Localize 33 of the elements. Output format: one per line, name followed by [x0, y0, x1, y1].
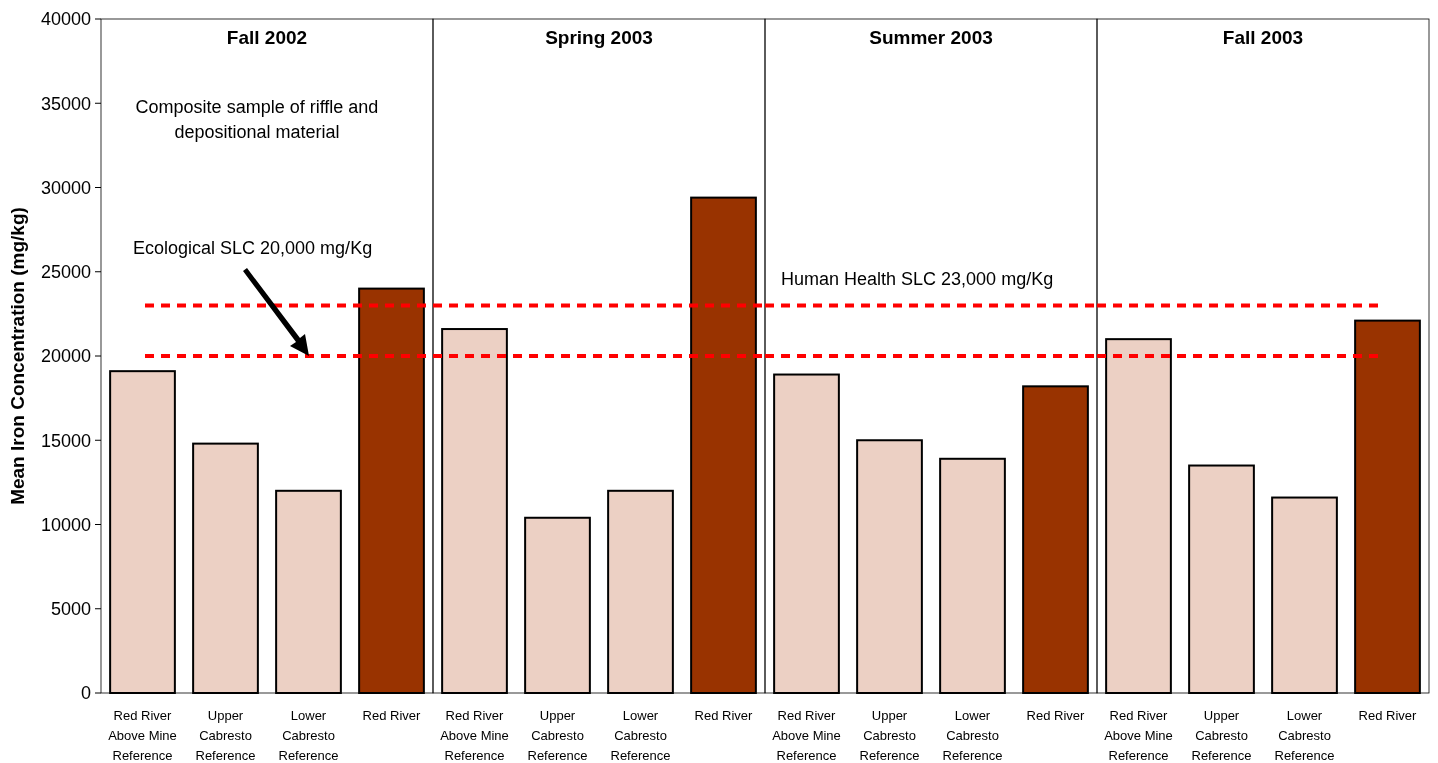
ref-line-label: Human Health SLC 23,000 mg/Kg [781, 269, 1054, 290]
x-tick-label: Red River [694, 708, 754, 723]
x-tick-label: Upper Cabresto Reference [195, 708, 256, 763]
chart-title: Spring 2003 [545, 27, 653, 48]
x-tick-label: Red River Above Mine Reference [440, 708, 509, 763]
y-tick-label: 10000 [40, 514, 91, 535]
x-tick-label: Red River [362, 708, 422, 723]
y-tick-label: 20000 [40, 346, 91, 367]
x-tick-label: Upper Cabresto Reference [859, 708, 920, 763]
x-tick-label: Red River Above Mine Reference [1104, 708, 1173, 763]
x-tick-label: Lower Cabresto Reference [610, 708, 671, 763]
x-tick-label: Upper Cabresto Reference [527, 708, 588, 763]
x-tick-label: Red River Above Mine Reference [772, 708, 841, 763]
annotation: Ecological SLC 20,000 mg/Kg [133, 238, 373, 258]
y-tick-label: 25000 [40, 262, 91, 283]
x-tick-label: Red River [1358, 708, 1418, 723]
x-tick-label: Lower Cabresto Reference [1274, 708, 1335, 763]
y-tick-label: 35000 [40, 93, 91, 114]
y-tick-label: 0 [80, 683, 91, 704]
y-tick-label: 15000 [40, 430, 91, 451]
x-tick-label: Upper Cabresto Reference [1191, 708, 1252, 763]
annotation: Composite sample of riffle and depositional material [135, 97, 379, 142]
x-tick-label: Red River Above Mine Reference [108, 708, 177, 763]
chart-title: Summer 2003 [869, 27, 993, 48]
chart-title: Fall 2003 [1222, 27, 1304, 48]
y-tick-label: 30000 [40, 177, 91, 198]
x-tick-label: Lower Cabresto Reference [942, 708, 1003, 763]
chart-title: Fall 2002 [226, 27, 308, 48]
x-tick-label: Lower Cabresto Reference [278, 708, 339, 763]
y-tick-label: 5000 [50, 599, 91, 620]
y-tick-label: 40000 [40, 9, 91, 30]
x-tick-label: Red River [1026, 708, 1086, 723]
y-axis-title: Mean Iron Concentration (mg/kg) [7, 207, 28, 505]
